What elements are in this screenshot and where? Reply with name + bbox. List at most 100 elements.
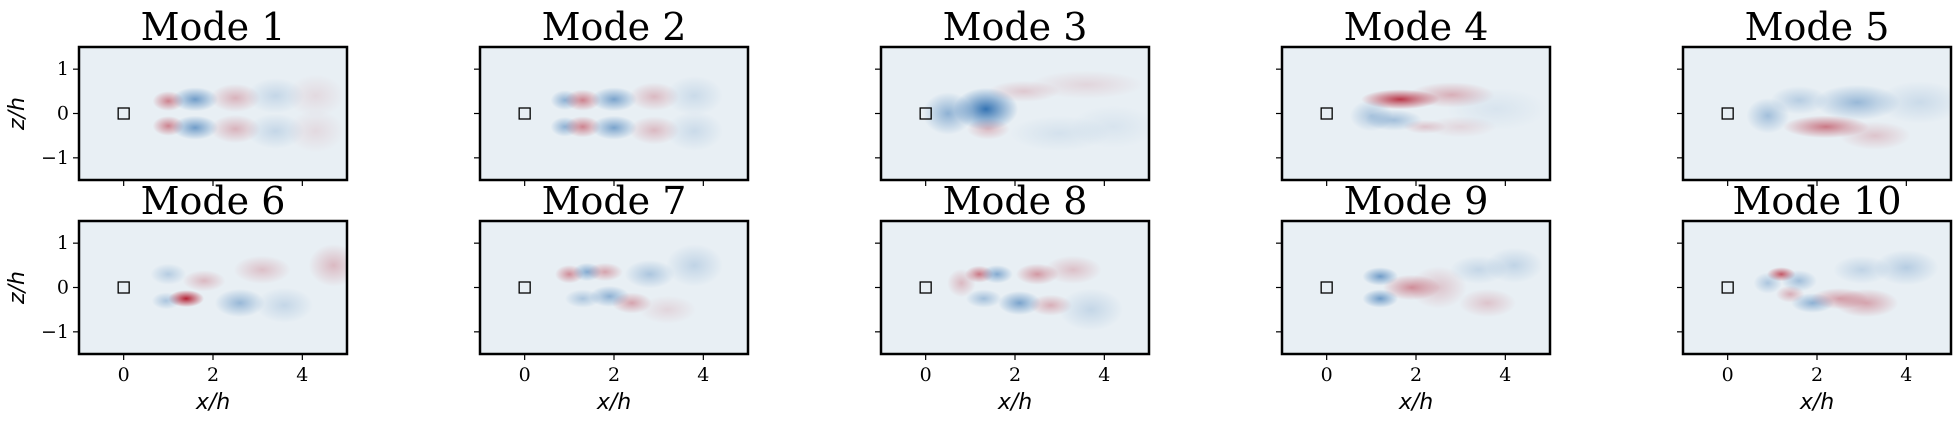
positive-structure <box>308 244 347 287</box>
negative-structure <box>1485 247 1543 284</box>
negative-structure <box>214 288 265 318</box>
panel-title: Mode 6 <box>141 179 286 223</box>
obstacle-marker <box>117 281 130 294</box>
panel-title: Mode 10 <box>1732 179 1901 223</box>
y-tick-label: −1 <box>41 321 69 343</box>
mode-panel: Mode 7 0 2 4 x/h <box>474 179 750 415</box>
panel-title: Mode 4 <box>1344 5 1489 49</box>
x-axis-label: x/h <box>195 390 230 415</box>
x-tick-label: 2 <box>1811 364 1823 386</box>
mode-panel: Mode 1 −1 0 1 z/h <box>5 5 349 186</box>
negative-structure <box>665 244 723 287</box>
negative-structure <box>591 115 637 140</box>
x-axis-label: x/h <box>1799 390 1834 415</box>
x-tick-label: 0 <box>519 364 531 386</box>
y-tick-label: 0 <box>57 277 69 299</box>
x-tick-label: 4 <box>1499 364 1511 386</box>
negative-structure <box>1753 272 1783 294</box>
panel-title: Mode 2 <box>542 5 687 49</box>
positive-structure <box>629 116 680 145</box>
panel-title: Mode 7 <box>542 179 687 223</box>
obstacle-marker <box>518 281 531 294</box>
positive-structure <box>564 116 601 138</box>
y-axis-label: z/h <box>5 271 30 305</box>
mode-field <box>555 244 723 324</box>
negative-structure <box>1814 84 1901 121</box>
negative-structure <box>1070 105 1149 149</box>
positive-structure <box>1044 255 1102 284</box>
mode-panel: Mode 5 <box>1677 5 1953 186</box>
obstacle-marker <box>1320 107 1333 120</box>
mode-field <box>922 70 1149 152</box>
negative-structure <box>665 75 723 116</box>
negative-structure <box>255 287 314 323</box>
heatmap-background <box>881 221 1149 354</box>
x-tick-label: 4 <box>296 364 308 386</box>
positive-structure <box>629 82 680 111</box>
negative-structure <box>1874 249 1939 286</box>
positive-structure <box>1029 70 1144 99</box>
heatmap-background <box>1683 221 1951 354</box>
negative-structure <box>965 289 1002 308</box>
mode-panel: Mode 8 0 2 4 x/h <box>875 179 1151 415</box>
x-tick-label: 2 <box>608 364 620 386</box>
mode-field <box>947 255 1124 331</box>
mode-panel: Mode 10 0 2 4 x/h <box>1677 179 1953 415</box>
panel-title: Mode 1 <box>141 5 286 49</box>
negative-structure <box>1058 288 1124 331</box>
x-tick-label: 2 <box>1009 364 1021 386</box>
x-tick-label: 4 <box>697 364 709 386</box>
negative-structure <box>1876 81 1951 124</box>
x-axis-label: x/h <box>997 390 1032 415</box>
y-axis-label: z/h <box>5 97 30 131</box>
heatmap-background <box>480 47 748 180</box>
negative-structure <box>981 264 1013 284</box>
obstacle-marker <box>1721 107 1734 120</box>
obstacle-marker <box>1721 281 1734 294</box>
x-tick-label: 0 <box>1321 364 1333 386</box>
mode-panel: Mode 4 <box>1276 5 1552 186</box>
obstacle-marker <box>1320 281 1333 294</box>
mode-panel: Mode 2 <box>474 5 750 186</box>
mode-field <box>1753 249 1939 318</box>
positive-structure <box>210 114 261 144</box>
negative-structure <box>591 87 637 112</box>
mode-panel: Mode 6 0 2 4 −1 0 1 x/h z/h <box>5 179 349 415</box>
obstacle-marker <box>518 107 531 120</box>
panel-title: Mode 5 <box>1745 5 1890 49</box>
x-axis-label: x/h <box>596 390 631 415</box>
y-tick-label: 0 <box>57 103 69 125</box>
x-tick-label: 2 <box>207 364 219 386</box>
x-tick-label: 4 <box>1098 364 1110 386</box>
panel-title: Mode 3 <box>943 5 1088 49</box>
negative-structure <box>998 290 1041 316</box>
x-tick-label: 4 <box>1900 364 1912 386</box>
x-tick-label: 0 <box>920 364 932 386</box>
negative-structure <box>1446 87 1547 131</box>
obstacle-marker <box>919 107 932 120</box>
positive-structure <box>182 270 226 292</box>
positive-structure <box>210 83 261 113</box>
x-tick-label: 2 <box>1410 364 1422 386</box>
obstacle-marker <box>117 107 130 120</box>
mode-field <box>1746 81 1951 150</box>
positive-structure <box>1839 121 1911 150</box>
negative-structure <box>172 115 219 140</box>
positive-structure <box>587 262 623 282</box>
y-tick-label: 1 <box>57 232 69 254</box>
positive-structure <box>639 295 697 324</box>
y-tick-label: 1 <box>57 58 69 80</box>
negative-structure <box>1770 86 1828 115</box>
positive-structure <box>564 89 601 111</box>
y-tick-label: −1 <box>41 147 69 169</box>
x-axis-label: x/h <box>1398 390 1433 415</box>
negative-structure <box>151 292 181 310</box>
positive-structure <box>1458 288 1517 318</box>
positive-structure <box>233 255 291 284</box>
mode-field <box>1362 247 1543 318</box>
negative-structure <box>665 111 723 152</box>
mode-field <box>1349 82 1547 138</box>
x-tick-label: 0 <box>1722 364 1734 386</box>
panel-title: Mode 9 <box>1344 179 1489 223</box>
